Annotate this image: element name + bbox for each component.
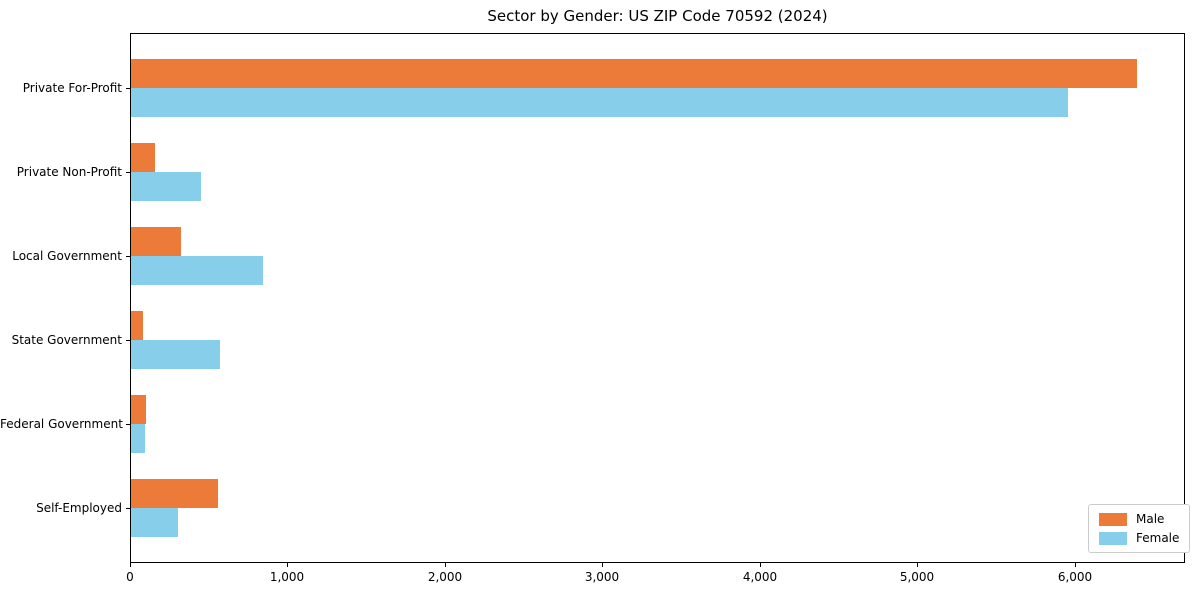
- y-tick-self-employed: [126, 508, 130, 509]
- bar-female-state-government: [131, 340, 220, 369]
- x-tick-0: [130, 563, 131, 567]
- x-tick-label-5000: 5,000: [899, 570, 935, 584]
- y-tick-federal-government: [126, 424, 130, 425]
- x-tick-label-6000: 6,000: [1057, 570, 1093, 584]
- plot-area: [130, 33, 1185, 563]
- bar-male-self-employed: [131, 479, 218, 508]
- x-tick-4000: [760, 563, 761, 567]
- legend-swatch-female: [1099, 531, 1127, 545]
- chart-title: Sector by Gender: US ZIP Code 70592 (202…: [487, 7, 828, 25]
- bar-male-private-non-profit: [131, 143, 155, 172]
- legend-label-female: Female: [1136, 531, 1180, 545]
- x-tick-5000: [917, 563, 918, 567]
- bar-female-local-government: [131, 256, 263, 285]
- x-tick-6000: [1075, 563, 1076, 567]
- legend-entry-female: Female: [1099, 531, 1179, 545]
- y-tick-private-for-profit: [126, 88, 130, 89]
- y-axis-label-federal-government: Federal Government: [0, 417, 123, 431]
- legend-entry-male: Male: [1099, 512, 1179, 526]
- x-tick-label-1000: 1,000: [269, 570, 305, 584]
- x-tick-label-4000: 4,000: [742, 570, 778, 584]
- bar-female-private-for-profit: [131, 88, 1068, 117]
- bar-male-federal-government: [131, 395, 146, 424]
- y-axis-label-private-for-profit: Private For-Profit: [22, 81, 122, 95]
- bar-female-private-non-profit: [131, 172, 201, 201]
- x-tick-2000: [445, 563, 446, 567]
- legend-label-male: Male: [1136, 512, 1165, 526]
- x-tick-label-2000: 2,000: [427, 570, 463, 584]
- bar-male-state-government: [131, 311, 143, 340]
- x-tick-3000: [602, 563, 603, 567]
- x-tick-label-0: 0: [126, 570, 134, 584]
- y-axis-label-self-employed: Self-Employed: [36, 501, 122, 515]
- bar-female-federal-government: [131, 424, 145, 453]
- bar-male-local-government: [131, 227, 181, 256]
- bar-female-self-employed: [131, 508, 178, 537]
- y-tick-state-government: [126, 340, 130, 341]
- y-axis-label-private-non-profit: Private Non-Profit: [16, 165, 122, 179]
- legend-swatch-male: [1099, 512, 1127, 526]
- x-tick-1000: [287, 563, 288, 567]
- x-tick-label-3000: 3,000: [584, 570, 620, 584]
- bar-male-private-for-profit: [131, 59, 1137, 88]
- y-axis-label-state-government: State Government: [11, 333, 122, 347]
- y-tick-local-government: [126, 256, 130, 257]
- legend: Male Female: [1088, 504, 1191, 553]
- y-tick-private-non-profit: [126, 172, 130, 173]
- y-axis-label-local-government: Local Government: [12, 249, 122, 263]
